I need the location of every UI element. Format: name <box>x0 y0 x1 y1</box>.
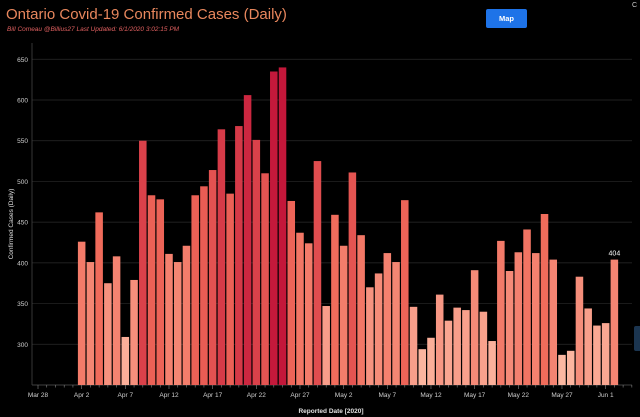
bar[interactable] <box>173 262 182 385</box>
chart-title: Ontario Covid-19 Confirmed Cases (Daily) <box>6 6 287 23</box>
bar[interactable] <box>418 349 427 385</box>
x-tick-label: May 12 <box>420 392 442 399</box>
bar[interactable] <box>444 320 453 385</box>
bar[interactable] <box>130 279 138 385</box>
bar[interactable] <box>339 245 348 385</box>
bar[interactable] <box>235 126 243 385</box>
bar[interactable] <box>575 276 584 385</box>
x-tick-label: Jun 1 <box>598 392 614 399</box>
x-tick-label: Mar 28 <box>28 392 49 399</box>
x-tick-label: Apr 2 <box>74 392 90 399</box>
bar[interactable] <box>532 253 540 385</box>
x-tick-label: Apr 17 <box>203 392 223 399</box>
bars <box>77 67 619 386</box>
bar[interactable] <box>435 294 444 385</box>
bar[interactable] <box>112 256 121 385</box>
x-tick-label: Apr 27 <box>290 392 310 399</box>
bar[interactable] <box>165 253 173 385</box>
scroll-handle[interactable] <box>634 326 640 351</box>
bar[interactable] <box>409 306 418 385</box>
x-tick-label: May 27 <box>551 392 573 399</box>
bar[interactable] <box>278 67 287 386</box>
bar[interactable] <box>566 350 575 385</box>
data-labels: 404 <box>609 251 621 258</box>
bar[interactable] <box>147 195 156 385</box>
x-tick-label: Apr 12 <box>159 392 179 399</box>
y-tick-label: 500 <box>17 179 28 186</box>
bar[interactable] <box>296 232 304 385</box>
bar[interactable] <box>139 140 147 385</box>
bar[interactable] <box>182 245 191 385</box>
bar[interactable] <box>208 170 217 385</box>
bar[interactable] <box>287 200 296 385</box>
bar[interactable] <box>593 325 601 385</box>
bar[interactable] <box>601 323 610 385</box>
bar[interactable] <box>497 240 505 385</box>
bar[interactable] <box>366 287 374 385</box>
x-tick-label: May 17 <box>464 392 486 399</box>
bar[interactable] <box>374 273 383 385</box>
y-tick-label: 600 <box>17 98 28 105</box>
bar[interactable] <box>584 308 592 385</box>
bar[interactable] <box>470 270 479 385</box>
x-tick-label: May 22 <box>508 392 530 399</box>
bar[interactable] <box>514 252 523 385</box>
corner-mark: C <box>632 2 638 9</box>
bar[interactable] <box>86 262 95 385</box>
bar[interactable] <box>427 337 435 385</box>
bar[interactable] <box>226 193 234 385</box>
x-tick-label: Apr 22 <box>247 392 267 399</box>
bar[interactable] <box>523 229 531 385</box>
bar[interactable] <box>331 214 339 385</box>
bar[interactable] <box>243 95 252 386</box>
x-tick-label: May 7 <box>378 392 396 399</box>
bar[interactable] <box>549 259 558 385</box>
bar[interactable] <box>401 200 409 385</box>
bar[interactable] <box>95 212 103 385</box>
bar[interactable] <box>77 241 86 385</box>
bar[interactable] <box>540 214 549 385</box>
bar[interactable] <box>270 71 278 386</box>
bar[interactable] <box>191 195 199 385</box>
bar[interactable] <box>261 173 269 385</box>
bar[interactable] <box>453 307 461 385</box>
bar[interactable] <box>304 243 313 385</box>
bar[interactable] <box>313 161 322 385</box>
bar[interactable] <box>479 311 488 385</box>
y-tick-label: 300 <box>17 342 28 349</box>
bar[interactable] <box>104 283 112 385</box>
x-axis-ticks: Mar 28 Apr 2 Apr 7 Apr 12 Apr 17 Apr 22 Apr 27… <box>28 385 633 399</box>
bar[interactable] <box>200 186 208 385</box>
chart-subtitle: Bill Comeau @Billius27 Last Updated: 6/1… <box>7 26 180 33</box>
y-axis-ticks: 300 350 400 450 500 550 600 650 <box>17 57 28 349</box>
bar[interactable] <box>252 139 261 385</box>
bar[interactable] <box>558 354 566 385</box>
bar[interactable] <box>121 336 130 385</box>
x-axis-label: Reported Date [2020] <box>298 408 363 415</box>
bar[interactable] <box>217 129 226 385</box>
bar[interactable] <box>505 271 514 385</box>
y-tick-label: 350 <box>17 301 28 308</box>
y-axis-label: Confirmed Cases (Daily) <box>8 189 15 260</box>
data-label: 404 <box>609 251 621 258</box>
y-tick-label: 550 <box>17 138 28 145</box>
bar[interactable] <box>156 199 165 385</box>
x-tick-label: Apr 7 <box>118 392 134 399</box>
y-tick-label: 400 <box>17 260 28 267</box>
y-tick-label: 650 <box>17 57 28 64</box>
bar[interactable] <box>392 262 400 385</box>
bar[interactable] <box>462 310 470 385</box>
bar[interactable] <box>348 172 357 385</box>
bar[interactable] <box>383 253 392 385</box>
x-tick-label: May 2 <box>335 392 353 399</box>
map-button[interactable]: Map <box>486 9 527 28</box>
bar[interactable] <box>322 306 330 385</box>
bar[interactable] <box>357 235 365 385</box>
bar[interactable] <box>610 259 619 385</box>
bar[interactable] <box>488 341 496 385</box>
y-tick-label: 450 <box>17 220 28 227</box>
